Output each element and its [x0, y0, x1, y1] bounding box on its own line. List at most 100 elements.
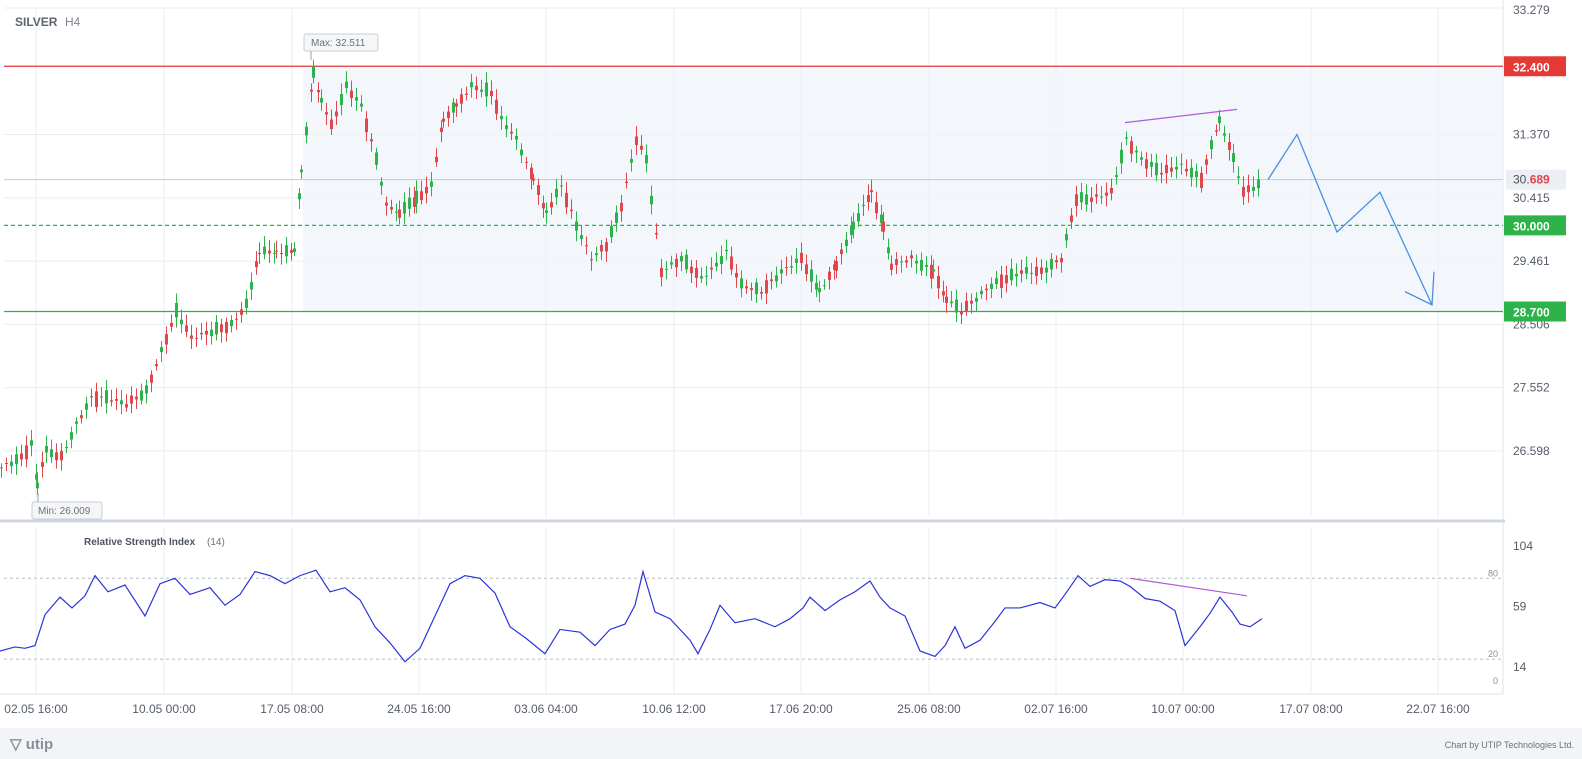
candle-body	[775, 275, 778, 282]
candle-body	[1005, 275, 1008, 284]
candle-body	[45, 445, 48, 453]
candle-body	[1252, 186, 1255, 191]
time-tick: 17.07 08:00	[1279, 702, 1343, 716]
candle-body	[805, 264, 808, 275]
candle-body	[455, 103, 458, 107]
candle-body	[710, 267, 713, 270]
candle-body	[220, 324, 223, 333]
candle-body	[190, 335, 193, 339]
candle-body	[1115, 175, 1118, 177]
candle-body	[430, 181, 433, 187]
candle-body	[320, 97, 323, 103]
candle-body	[1160, 172, 1163, 175]
rsi-inner-tick: 80	[1488, 568, 1498, 578]
candle-body	[560, 185, 563, 187]
level-tag-28.700	[1504, 301, 1566, 322]
candle-body	[800, 252, 803, 264]
rsi-tick: 59	[1513, 600, 1527, 614]
candle-body	[1010, 268, 1013, 281]
candle-body	[1030, 272, 1033, 274]
candle-body	[1015, 273, 1018, 277]
candle-body	[690, 266, 693, 274]
candle-body	[245, 298, 248, 308]
candle-body	[195, 337, 198, 339]
candle-body	[35, 474, 38, 480]
candle-body	[645, 155, 648, 164]
candle-body	[960, 311, 963, 315]
price-tick: 30.415	[1513, 191, 1550, 205]
rsi-tick: 14	[1513, 660, 1527, 674]
candle-body	[910, 255, 913, 259]
candle-body	[442, 118, 445, 122]
candle-body	[745, 286, 748, 289]
time-tick: 10.07 00:00	[1151, 702, 1215, 716]
max-marker: Max: 32.511	[303, 33, 379, 60]
candle-body	[180, 319, 183, 325]
time-tick: 17.05 08:00	[260, 702, 324, 716]
candle-body	[1180, 163, 1183, 165]
candle-body	[1205, 159, 1208, 165]
candle-body	[1095, 194, 1098, 197]
candle-body	[335, 111, 338, 117]
forecast-arrow	[1404, 271, 1435, 306]
candle-body	[360, 103, 363, 107]
candle-body	[475, 85, 478, 91]
time-tick: 10.06 12:00	[642, 702, 706, 716]
candle-body	[50, 449, 53, 458]
min-marker: Min: 26.009	[31, 493, 103, 520]
candle-body	[273, 252, 276, 254]
candle-body	[380, 181, 383, 186]
candle-body	[298, 193, 301, 200]
candle-body	[0, 467, 3, 469]
price-candles	[0, 59, 1260, 496]
price-tick: 26.598	[1513, 444, 1550, 458]
candle-body	[720, 256, 723, 264]
candle-body	[75, 421, 78, 424]
candle-body	[435, 156, 438, 163]
candle-body	[610, 225, 613, 238]
candle-body	[398, 209, 401, 218]
candle-body	[215, 322, 218, 335]
price-tick-top: 33.279	[1513, 3, 1550, 17]
candle-body	[350, 90, 353, 99]
candle-body	[200, 332, 203, 335]
candle-body	[887, 247, 890, 254]
candle-body	[850, 225, 853, 236]
current-price-tag	[1506, 169, 1566, 190]
candle-body	[1218, 116, 1221, 124]
silver-h4-chart[interactable]: Max: 32.511 Min: 26.009 31.370 30.415 29.46…	[0, 0, 1582, 728]
candle-body	[290, 250, 293, 253]
candle-body	[20, 453, 23, 460]
candle-body	[585, 245, 588, 247]
candle-body	[317, 89, 320, 93]
candle-body	[1090, 197, 1093, 202]
candle-body	[520, 149, 523, 156]
candle-body	[275, 250, 278, 252]
annotations: Max: 32.511 Min: 26.009	[31, 33, 1435, 520]
candle-body	[413, 197, 416, 207]
candle-body	[330, 119, 333, 129]
candle-body	[420, 191, 423, 201]
candle-body	[225, 321, 228, 334]
footer-bar	[0, 728, 1582, 759]
candle-body	[665, 268, 668, 270]
candle-body	[565, 192, 568, 208]
time-tick: 25.06 08:00	[897, 702, 961, 716]
candle-body	[1228, 142, 1231, 151]
candle-body	[403, 202, 406, 214]
candle-body	[818, 288, 821, 293]
candle-body	[1085, 194, 1088, 205]
min-label: Min: 26.009	[38, 506, 91, 517]
candle-body	[365, 118, 368, 133]
candle-body	[635, 136, 638, 145]
candle-body	[1035, 266, 1038, 277]
candle-body	[105, 390, 108, 404]
candle-body	[305, 126, 308, 136]
candle-body	[670, 262, 673, 265]
candle-body	[1155, 162, 1158, 176]
candle-body	[370, 139, 373, 142]
candle-body	[795, 258, 798, 263]
candle-body	[695, 267, 698, 279]
candle-body	[80, 415, 83, 419]
candle-body	[785, 267, 788, 269]
